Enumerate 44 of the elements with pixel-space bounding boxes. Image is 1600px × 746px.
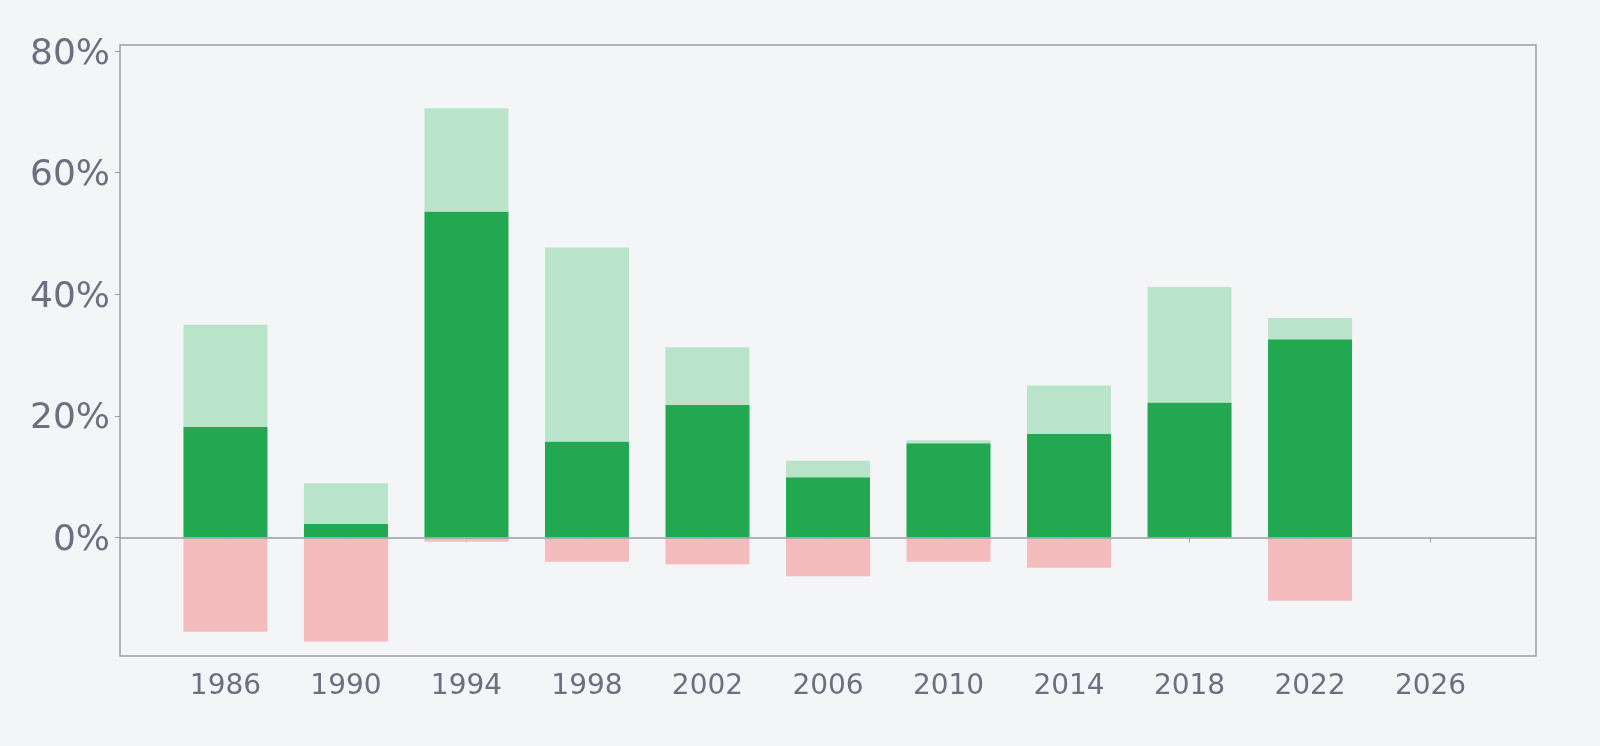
bar: [1147, 286, 1232, 403]
bar: [906, 440, 991, 444]
bar: [1268, 537, 1353, 601]
bar: [183, 537, 268, 632]
bar: [544, 247, 629, 442]
bar: [906, 537, 991, 562]
y-tick-label: 40%: [29, 273, 110, 315]
bar: [183, 426, 268, 538]
x-tick-label: 2026: [1394, 667, 1467, 701]
bar: [1268, 317, 1353, 340]
x-tick-label: 2002: [671, 667, 744, 701]
bar: [544, 537, 629, 562]
bar: [786, 477, 870, 538]
bar: [424, 211, 509, 538]
bar: [665, 347, 750, 405]
x-tick-label: 1994: [430, 667, 503, 701]
x-tick-label: 1990: [310, 667, 382, 701]
bar: [1268, 339, 1353, 538]
x-tick-label: 2006: [792, 667, 864, 701]
bar: [1027, 385, 1112, 435]
bar: [665, 404, 750, 538]
x-tick-label: 1986: [189, 667, 262, 701]
y-tick-label: 80%: [29, 30, 110, 72]
bar: [1147, 402, 1232, 538]
bar: [786, 537, 870, 577]
x-tick-label: 2022: [1274, 667, 1346, 701]
bar: [303, 483, 388, 525]
bar: [424, 108, 509, 212]
x-tick-label: 1998: [551, 667, 623, 701]
x-tick-label: 2010: [912, 667, 985, 701]
bar: [906, 443, 991, 538]
bar: [544, 441, 629, 538]
x-tick-label: 2014: [1033, 667, 1105, 701]
bar: [786, 460, 870, 478]
bar: [665, 537, 750, 565]
bar: [1027, 537, 1112, 568]
x-tick-label: 2018: [1153, 667, 1226, 701]
bar: [303, 524, 388, 538]
y-tick-label: 60%: [29, 152, 110, 194]
bar: [303, 537, 388, 642]
y-tick-label: 0%: [52, 516, 110, 558]
bar: [1027, 434, 1112, 538]
bar: [183, 324, 268, 427]
y-tick-label: 20%: [29, 395, 110, 437]
